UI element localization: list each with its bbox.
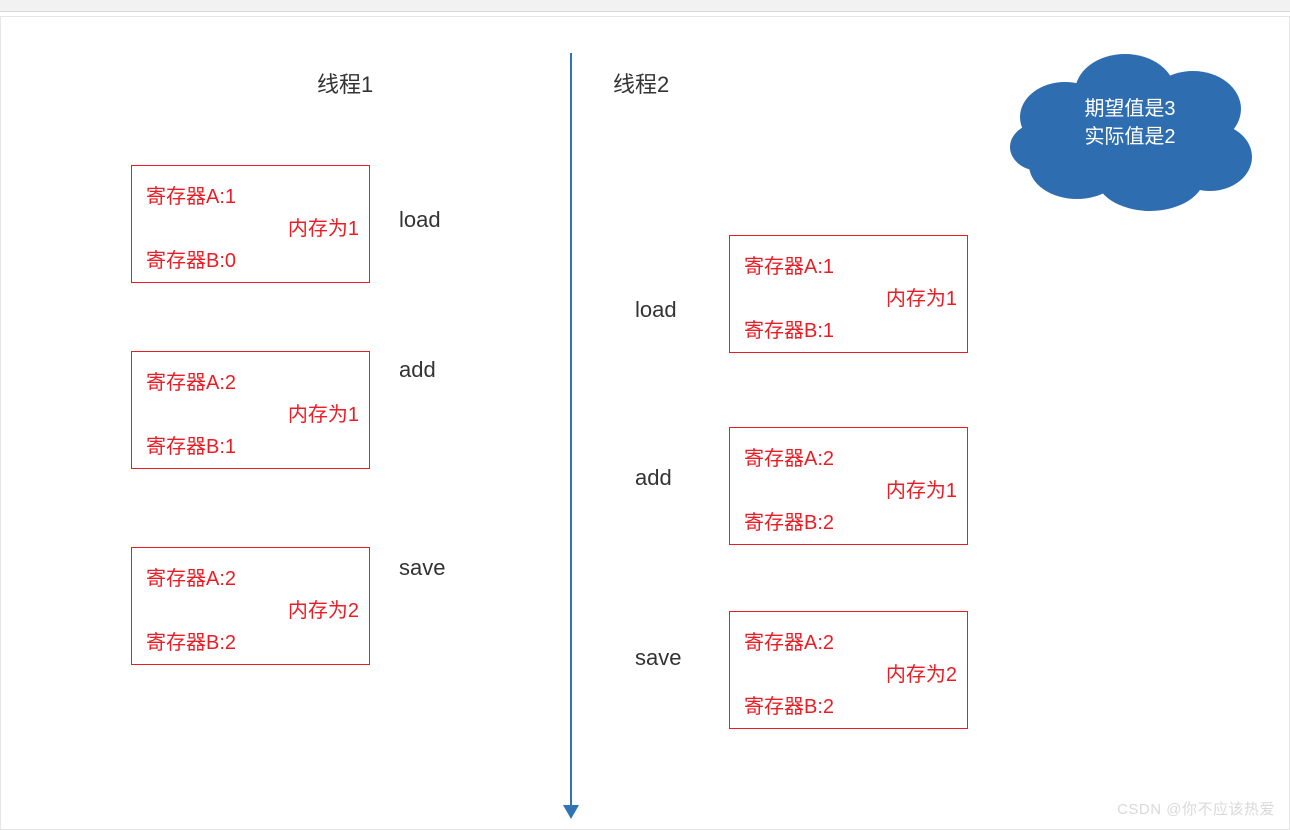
top-bar bbox=[0, 0, 1290, 12]
diagram-canvas: 线程1 线程2 期望值是3 实际值是2 寄存器A:1 内存为1 寄存器B:0 load… bbox=[0, 16, 1290, 830]
register-b-label: 寄存器B:2 bbox=[146, 626, 236, 655]
callout-cloud: 期望值是3 实际值是2 bbox=[1005, 47, 1255, 217]
cloud-line2: 实际值是2 bbox=[1005, 123, 1255, 151]
register-b-label: 寄存器B:2 bbox=[744, 506, 834, 535]
watermark: CSDN @你不应该热爱 bbox=[1117, 798, 1275, 819]
register-a-label: 寄存器A:2 bbox=[744, 626, 834, 655]
operation-label: load bbox=[399, 207, 441, 233]
register-b-label: 寄存器B:0 bbox=[146, 244, 236, 273]
operation-label: save bbox=[399, 555, 445, 581]
register-a-label: 寄存器A:1 bbox=[146, 180, 236, 209]
thread1-header: 线程1 bbox=[317, 67, 373, 99]
memory-label: 内存为1 bbox=[886, 474, 957, 503]
thread2-header: 线程2 bbox=[613, 67, 669, 99]
cloud-text: 期望值是3 实际值是2 bbox=[1005, 95, 1255, 151]
cloud-line1: 期望值是3 bbox=[1005, 95, 1255, 123]
operation-label: load bbox=[635, 297, 677, 323]
operation-label: add bbox=[635, 465, 672, 491]
memory-label: 内存为2 bbox=[886, 658, 957, 687]
register-box: 寄存器A:2 内存为2 寄存器B:2 bbox=[729, 611, 968, 729]
memory-label: 内存为1 bbox=[886, 282, 957, 311]
register-a-label: 寄存器A:2 bbox=[146, 366, 236, 395]
register-box: 寄存器A:1 内存为1 寄存器B:1 bbox=[729, 235, 968, 353]
register-box: 寄存器A:1 内存为1 寄存器B:0 bbox=[131, 165, 370, 283]
register-a-label: 寄存器A:2 bbox=[146, 562, 236, 591]
register-box: 寄存器A:2 内存为1 寄存器B:1 bbox=[131, 351, 370, 469]
register-a-label: 寄存器A:1 bbox=[744, 250, 834, 279]
register-b-label: 寄存器B:1 bbox=[146, 430, 236, 459]
operation-label: add bbox=[399, 357, 436, 383]
memory-label: 内存为1 bbox=[288, 212, 359, 241]
memory-label: 内存为2 bbox=[288, 594, 359, 623]
timeline-arrow-head bbox=[563, 805, 579, 819]
register-a-label: 寄存器A:2 bbox=[744, 442, 834, 471]
operation-label: save bbox=[635, 645, 681, 671]
register-box: 寄存器A:2 内存为1 寄存器B:2 bbox=[729, 427, 968, 545]
register-box: 寄存器A:2 内存为2 寄存器B:2 bbox=[131, 547, 370, 665]
register-b-label: 寄存器B:1 bbox=[744, 314, 834, 343]
timeline-arrow bbox=[570, 53, 572, 807]
register-b-label: 寄存器B:2 bbox=[744, 690, 834, 719]
memory-label: 内存为1 bbox=[288, 398, 359, 427]
